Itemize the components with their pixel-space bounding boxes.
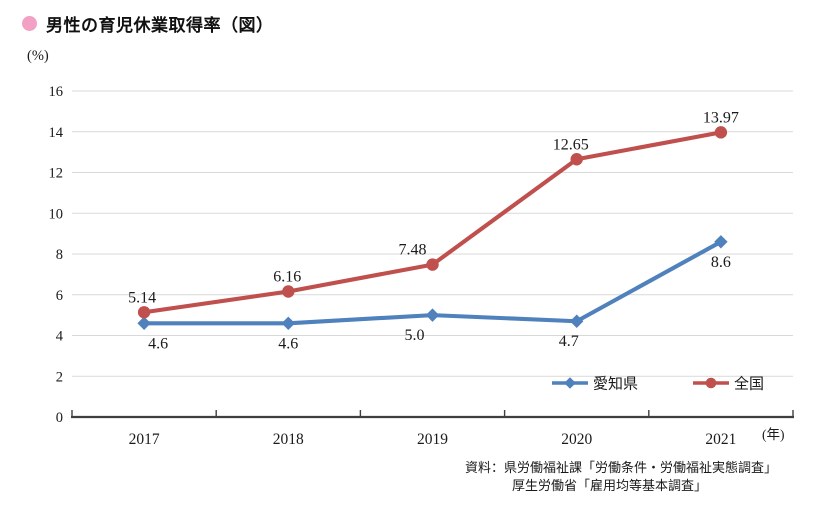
data-point-label: 5.0 (405, 327, 425, 344)
x-tick-label: 2019 (417, 431, 448, 448)
y-tick-label: 0 (56, 410, 63, 426)
data-point-label: 5.14 (128, 289, 156, 306)
series-marker-diamond (564, 377, 576, 389)
series-marker-circle (137, 306, 151, 319)
series-line-zenkoku (142, 130, 723, 315)
series-marker-circle (426, 258, 439, 271)
data-point-label: 7.48 (399, 242, 427, 259)
x-tick-label: 2020 (561, 431, 592, 448)
data-point-label: 4.6 (148, 335, 168, 352)
source-line-2: 厚生労働省「雇用均等基本調査」 (512, 478, 708, 493)
y-tick-label: 14 (49, 125, 64, 141)
data-point-label: 6.16 (273, 268, 301, 285)
data-point-label: 12.65 (553, 136, 589, 153)
series-marker-diamond (137, 316, 151, 330)
series-marker-circle (570, 153, 583, 166)
x-tick-label: 2017 (129, 431, 160, 448)
series-marker-circle (705, 377, 717, 389)
x-axis-unit-label: (年) (762, 427, 785, 442)
legend-label: 全国 (734, 375, 764, 393)
y-tick-label: 16 (49, 84, 64, 100)
y-tick-label: 12 (49, 166, 64, 182)
pink-bullet-icon (22, 16, 37, 31)
y-axis-unit-label: (%) (27, 48, 49, 64)
x-tick-label: 2018 (273, 431, 304, 448)
data-point-label: 4.7 (559, 333, 579, 350)
series-marker-circle (282, 285, 295, 298)
y-tick-label: 2 (56, 369, 63, 385)
series-marker-diamond (425, 308, 440, 322)
data-point-label: 8.6 (711, 254, 731, 271)
y-tick-label: 6 (56, 288, 63, 304)
y-tick-label: 4 (56, 329, 64, 345)
data-point-label: 13.97 (703, 109, 739, 126)
page-header: 男性の育児休業取得率（図） (22, 11, 274, 36)
source-line-1: 資料：県労働福祉課「労働条件・労働福祉実態調査」 (465, 460, 778, 475)
legend-label: 愛知県 (593, 376, 638, 393)
series-marker-diamond (281, 316, 295, 330)
series-marker-circle (714, 126, 728, 139)
series-marker-diamond (570, 314, 584, 328)
data-point-label: 4.6 (278, 335, 298, 352)
y-tick-label: 10 (49, 206, 64, 222)
x-tick-label: 2021 (705, 431, 736, 448)
series-marker-diamond (714, 235, 728, 249)
y-tick-label: 8 (56, 247, 63, 263)
source-note: 資料：県労働福祉課「労働条件・労働福祉実態調査」 厚生労働省「雇用均等基本調査」 (465, 459, 777, 495)
page-title: 男性の育児休業取得率（図） (46, 16, 274, 35)
